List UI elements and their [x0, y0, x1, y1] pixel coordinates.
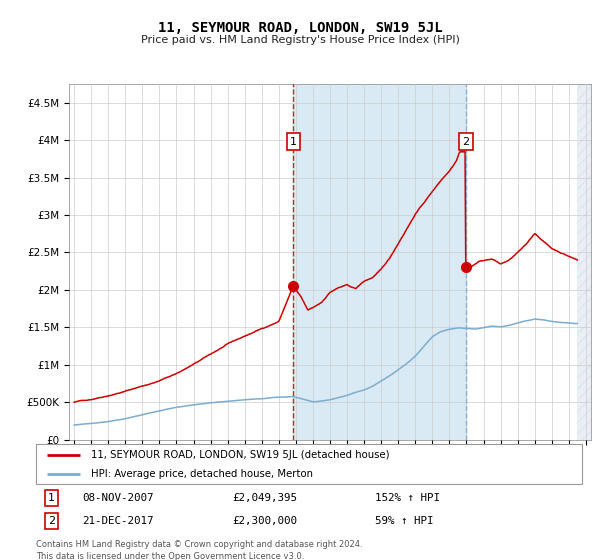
FancyBboxPatch shape — [36, 444, 582, 484]
Text: Contains HM Land Registry data © Crown copyright and database right 2024.
This d: Contains HM Land Registry data © Crown c… — [36, 540, 362, 560]
Text: £2,300,000: £2,300,000 — [233, 516, 298, 526]
Text: 1: 1 — [48, 493, 55, 503]
Text: Price paid vs. HM Land Registry's House Price Index (HPI): Price paid vs. HM Land Registry's House … — [140, 35, 460, 45]
Bar — [293, 84, 466, 440]
Text: 152% ↑ HPI: 152% ↑ HPI — [374, 493, 440, 503]
Bar — [577, 84, 595, 440]
Bar — [577, 84, 595, 440]
Text: 21-DEC-2017: 21-DEC-2017 — [82, 516, 154, 526]
Text: 59% ↑ HPI: 59% ↑ HPI — [374, 516, 433, 526]
Text: £2,049,395: £2,049,395 — [233, 493, 298, 503]
Text: 2: 2 — [48, 516, 55, 526]
Text: 08-NOV-2007: 08-NOV-2007 — [82, 493, 154, 503]
Text: 1: 1 — [290, 137, 297, 147]
Text: 2: 2 — [463, 137, 470, 147]
Text: HPI: Average price, detached house, Merton: HPI: Average price, detached house, Mert… — [91, 469, 313, 478]
Text: 11, SEYMOUR ROAD, LONDON, SW19 5JL: 11, SEYMOUR ROAD, LONDON, SW19 5JL — [158, 21, 442, 35]
Text: 11, SEYMOUR ROAD, LONDON, SW19 5JL (detached house): 11, SEYMOUR ROAD, LONDON, SW19 5JL (deta… — [91, 450, 389, 460]
